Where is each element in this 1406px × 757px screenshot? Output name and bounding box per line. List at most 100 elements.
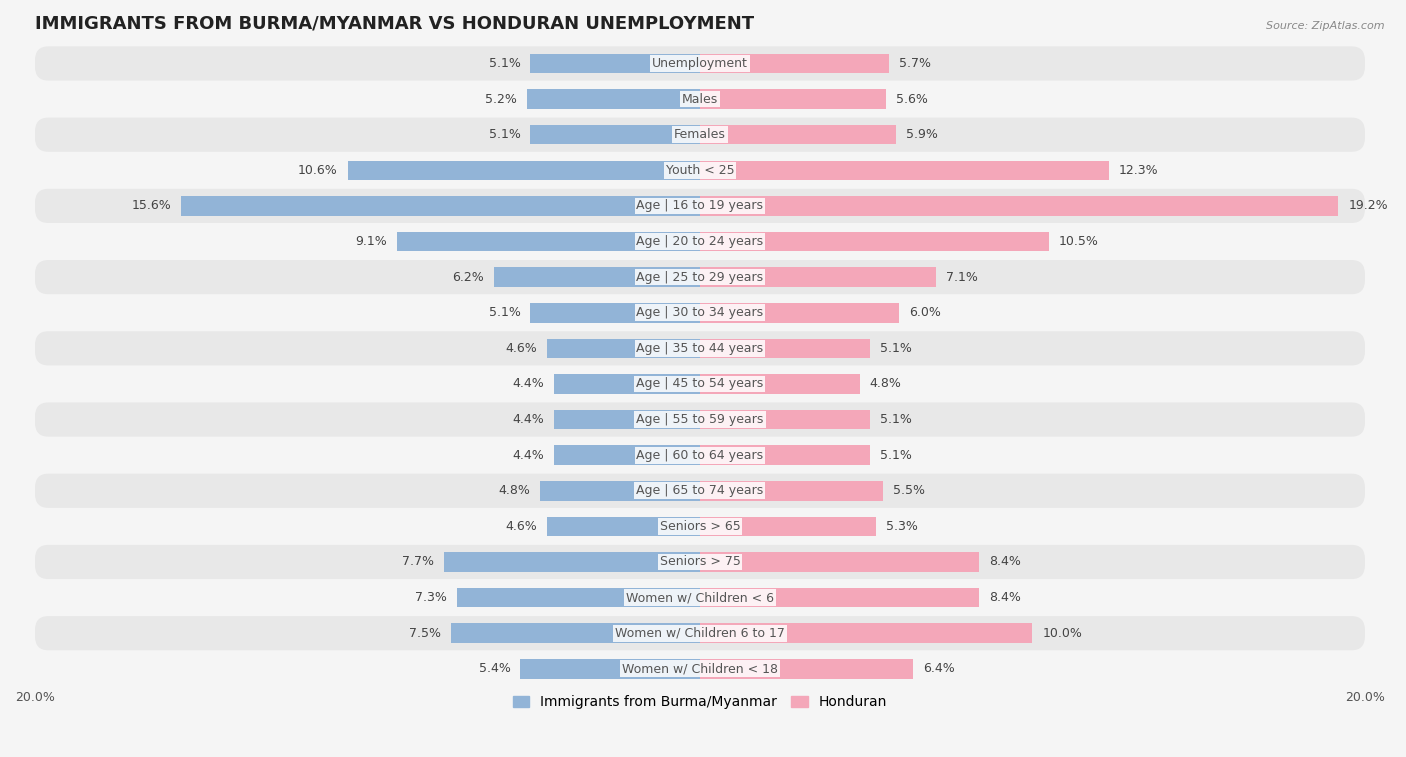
Text: 4.4%: 4.4% xyxy=(512,413,544,426)
Bar xyxy=(520,659,700,678)
Text: 6.4%: 6.4% xyxy=(922,662,955,675)
FancyBboxPatch shape xyxy=(35,153,1365,188)
Text: Source: ZipAtlas.com: Source: ZipAtlas.com xyxy=(1267,21,1385,31)
Bar xyxy=(700,374,859,394)
Bar xyxy=(547,338,700,358)
Text: Women w/ Children < 6: Women w/ Children < 6 xyxy=(626,591,773,604)
Text: Age | 55 to 59 years: Age | 55 to 59 years xyxy=(637,413,763,426)
Text: 5.1%: 5.1% xyxy=(880,413,911,426)
Text: 7.7%: 7.7% xyxy=(402,556,434,569)
Text: 4.4%: 4.4% xyxy=(512,378,544,391)
FancyBboxPatch shape xyxy=(35,652,1365,686)
Bar xyxy=(530,54,700,73)
Text: 4.4%: 4.4% xyxy=(512,449,544,462)
Text: 9.1%: 9.1% xyxy=(356,235,388,248)
Text: Age | 30 to 34 years: Age | 30 to 34 years xyxy=(637,307,763,319)
Text: 5.1%: 5.1% xyxy=(880,342,911,355)
Text: Seniors > 65: Seniors > 65 xyxy=(659,520,741,533)
Text: 15.6%: 15.6% xyxy=(132,199,172,213)
Text: Females: Females xyxy=(673,128,725,142)
Text: Age | 45 to 54 years: Age | 45 to 54 years xyxy=(637,378,763,391)
FancyBboxPatch shape xyxy=(35,188,1365,223)
Text: Age | 20 to 24 years: Age | 20 to 24 years xyxy=(637,235,763,248)
Text: 5.5%: 5.5% xyxy=(893,484,925,497)
Bar xyxy=(398,232,700,251)
FancyBboxPatch shape xyxy=(35,260,1365,294)
Text: Age | 60 to 64 years: Age | 60 to 64 years xyxy=(637,449,763,462)
Text: 8.4%: 8.4% xyxy=(990,591,1021,604)
Bar xyxy=(700,303,900,322)
Text: 5.6%: 5.6% xyxy=(896,92,928,105)
Bar xyxy=(700,125,896,145)
Bar xyxy=(700,89,886,109)
Bar xyxy=(530,303,700,322)
Bar xyxy=(554,374,700,394)
Bar xyxy=(700,445,869,465)
Text: 6.2%: 6.2% xyxy=(453,270,484,284)
FancyBboxPatch shape xyxy=(35,403,1365,437)
Text: 5.1%: 5.1% xyxy=(488,128,520,142)
Bar xyxy=(700,232,1049,251)
Bar xyxy=(700,624,1032,643)
FancyBboxPatch shape xyxy=(35,509,1365,544)
Text: 4.8%: 4.8% xyxy=(499,484,530,497)
Bar xyxy=(700,481,883,500)
Text: Age | 16 to 19 years: Age | 16 to 19 years xyxy=(637,199,763,213)
Text: 4.6%: 4.6% xyxy=(505,342,537,355)
Text: Males: Males xyxy=(682,92,718,105)
Text: 12.3%: 12.3% xyxy=(1119,164,1159,177)
Text: 7.3%: 7.3% xyxy=(415,591,447,604)
Text: Women w/ Children < 18: Women w/ Children < 18 xyxy=(621,662,778,675)
Text: 7.5%: 7.5% xyxy=(409,627,440,640)
FancyBboxPatch shape xyxy=(35,224,1365,259)
Bar xyxy=(547,516,700,536)
Bar xyxy=(700,516,876,536)
Text: 5.1%: 5.1% xyxy=(880,449,911,462)
Text: Women w/ Children 6 to 17: Women w/ Children 6 to 17 xyxy=(614,627,785,640)
Text: 6.0%: 6.0% xyxy=(910,307,942,319)
Text: 4.6%: 4.6% xyxy=(505,520,537,533)
Text: 5.1%: 5.1% xyxy=(488,307,520,319)
FancyBboxPatch shape xyxy=(35,332,1365,366)
Text: 5.3%: 5.3% xyxy=(886,520,918,533)
Bar xyxy=(700,160,1109,180)
Bar xyxy=(530,125,700,145)
Bar xyxy=(181,196,700,216)
Text: 10.6%: 10.6% xyxy=(298,164,337,177)
Text: 5.7%: 5.7% xyxy=(900,57,932,70)
Text: 8.4%: 8.4% xyxy=(990,556,1021,569)
FancyBboxPatch shape xyxy=(35,581,1365,615)
Text: 7.1%: 7.1% xyxy=(946,270,979,284)
Bar xyxy=(457,587,700,607)
Bar xyxy=(527,89,700,109)
FancyBboxPatch shape xyxy=(35,545,1365,579)
Bar xyxy=(700,410,869,429)
Text: 19.2%: 19.2% xyxy=(1348,199,1388,213)
Bar xyxy=(700,267,936,287)
Legend: Immigrants from Burma/Myanmar, Honduran: Immigrants from Burma/Myanmar, Honduran xyxy=(508,690,893,715)
Bar xyxy=(540,481,700,500)
Bar xyxy=(450,624,700,643)
Text: IMMIGRANTS FROM BURMA/MYANMAR VS HONDURAN UNEMPLOYMENT: IMMIGRANTS FROM BURMA/MYANMAR VS HONDURA… xyxy=(35,15,754,33)
Text: 5.1%: 5.1% xyxy=(488,57,520,70)
FancyBboxPatch shape xyxy=(35,474,1365,508)
FancyBboxPatch shape xyxy=(35,438,1365,472)
Bar xyxy=(554,410,700,429)
Bar xyxy=(554,445,700,465)
FancyBboxPatch shape xyxy=(35,117,1365,151)
Text: 5.2%: 5.2% xyxy=(485,92,517,105)
Bar xyxy=(494,267,700,287)
FancyBboxPatch shape xyxy=(35,296,1365,330)
Text: 4.8%: 4.8% xyxy=(869,378,901,391)
Bar xyxy=(700,552,979,572)
Text: 5.4%: 5.4% xyxy=(478,662,510,675)
Text: 10.0%: 10.0% xyxy=(1042,627,1083,640)
Text: Age | 65 to 74 years: Age | 65 to 74 years xyxy=(637,484,763,497)
Bar xyxy=(700,587,979,607)
Text: Age | 35 to 44 years: Age | 35 to 44 years xyxy=(637,342,763,355)
Text: Youth < 25: Youth < 25 xyxy=(665,164,734,177)
FancyBboxPatch shape xyxy=(35,616,1365,650)
Bar xyxy=(700,54,890,73)
Bar xyxy=(700,196,1339,216)
Bar xyxy=(700,659,912,678)
